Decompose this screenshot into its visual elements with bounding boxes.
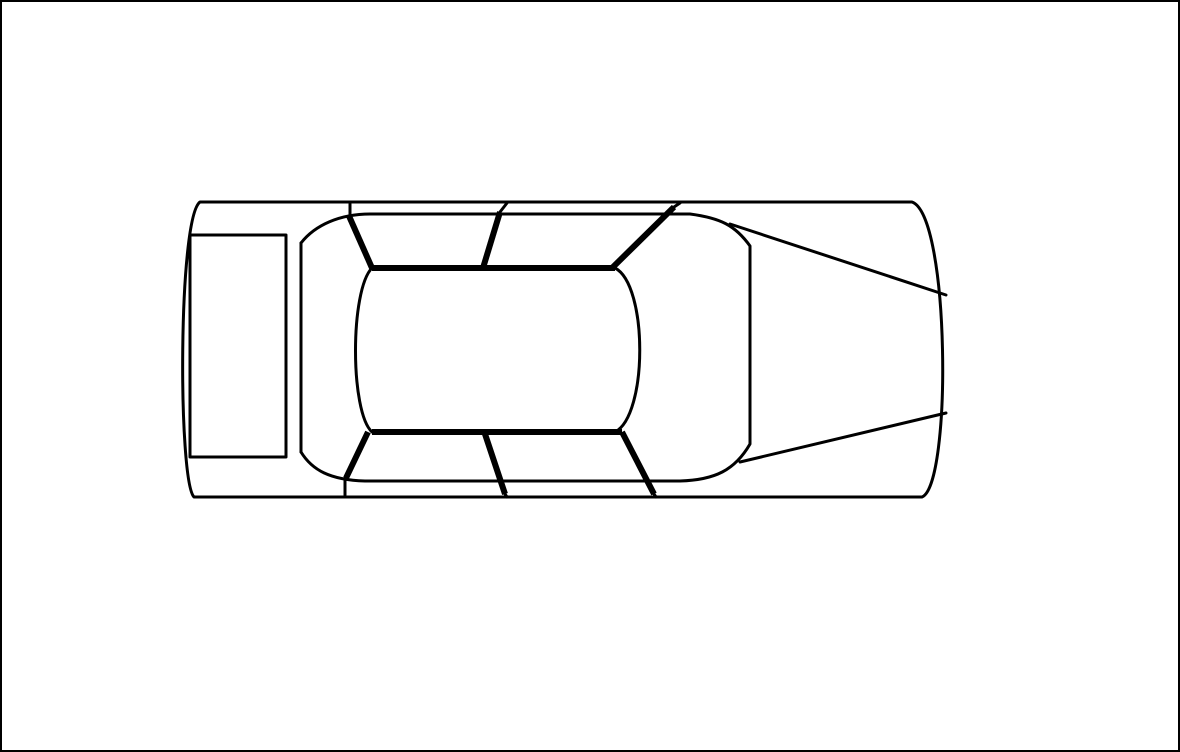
car-body-outline (181, 200, 945, 499)
pillar-front-bottom (619, 430, 657, 496)
door-edge-group (498, 201, 682, 499)
car-outline-group (181, 200, 948, 499)
rear-panel (188, 233, 288, 459)
door-edge-bottom (503, 492, 658, 499)
pillar-group (343, 204, 677, 496)
pillar-rear-bottom (343, 430, 371, 480)
door-edge-top (498, 201, 682, 214)
hood-line-bottom (738, 411, 948, 464)
hood-line-top (728, 222, 948, 297)
roof-panel (354, 266, 642, 434)
pillar-front-top (609, 204, 677, 271)
pillar-mid-top (480, 211, 503, 269)
pillar-rear-top (346, 214, 375, 270)
pillar-mid-bottom (482, 433, 508, 495)
